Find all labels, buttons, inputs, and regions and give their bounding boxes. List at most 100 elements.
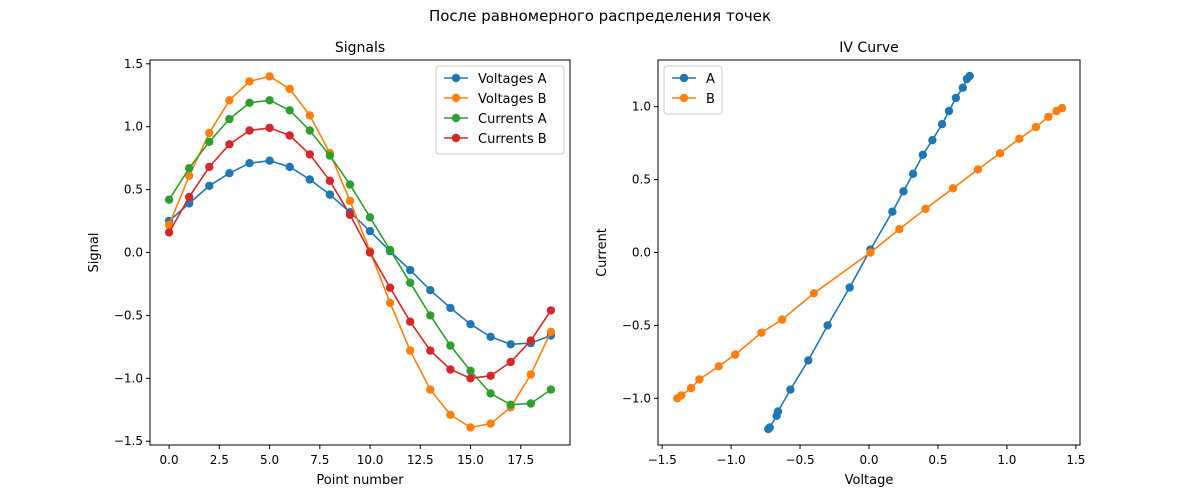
signals-data-point-voltages-a xyxy=(406,265,415,275)
signals-data-point-currents-a xyxy=(305,126,314,135)
signals-y-tick-label: 0.0 xyxy=(124,246,143,260)
signals-data-point-voltages-a xyxy=(265,156,274,165)
signals-series-line-currents-a xyxy=(168,99,552,406)
signals-data-point-voltages-a xyxy=(446,303,455,313)
signals-data-point-voltages-a xyxy=(225,169,234,178)
signals-x-tick-label: 15.0 xyxy=(457,453,484,467)
signals-data-point-voltages-b xyxy=(205,128,214,138)
signals-data-point-currents-a xyxy=(466,366,475,375)
signals-data-point-currents-a xyxy=(506,400,515,409)
signals-data-point-currents-a xyxy=(285,106,294,115)
signals-data-point-currents-a xyxy=(325,151,335,160)
iv-y-tick-label: 0.5 xyxy=(632,173,651,187)
signals-data-point-voltages-a xyxy=(205,181,214,190)
signals-data-point-voltages-b xyxy=(426,385,435,394)
iv-legend: AB xyxy=(663,65,723,115)
iv-data-point-a xyxy=(951,93,961,103)
iv-y-tick-label: 1.0 xyxy=(632,100,651,114)
signals-data-point-voltages-b xyxy=(345,196,355,206)
iv-data-point-a xyxy=(899,187,908,196)
iv-data-point-b xyxy=(686,383,696,393)
signals-data-point-currents-b xyxy=(325,176,335,185)
iv-x-tick-label: −1.5 xyxy=(648,453,677,467)
iv-x-tick-label: 1.0 xyxy=(997,453,1016,467)
iv-chart-title: IV Curve xyxy=(839,40,898,56)
signals-data-point-currents-a xyxy=(426,311,435,320)
iv-data-point-a xyxy=(965,71,974,81)
iv-y-tick-label: −1.0 xyxy=(622,391,651,405)
signals-data-point-currents-a xyxy=(406,278,415,287)
iv-data-point-b xyxy=(777,315,787,324)
iv-data-point-b xyxy=(1044,112,1053,122)
signals-y-tick-label: −1.0 xyxy=(114,371,143,385)
iv-data-point-b xyxy=(1031,122,1041,132)
signals-data-point-currents-b xyxy=(245,126,254,135)
signals-data-point-currents-b xyxy=(446,365,455,374)
signals-data-point-voltages-a xyxy=(365,226,375,236)
signals-data-point-currents-a xyxy=(385,245,395,255)
signals-data-point-voltages-b xyxy=(446,410,455,419)
signals-legend-label-currents-a: Currents A xyxy=(478,112,547,127)
iv-legend-label-a: A xyxy=(706,72,715,87)
iv-legend-label-b: B xyxy=(706,92,715,107)
iv-data-point-a xyxy=(928,136,937,145)
iv-data-point-a xyxy=(888,207,897,216)
signals-data-point-currents-a xyxy=(205,137,214,146)
signals-data-point-voltages-b xyxy=(285,84,294,94)
signals-y-axis-label: Signal xyxy=(87,233,102,273)
iv-data-point-b xyxy=(757,328,766,337)
signals-legend-marker-voltages-a xyxy=(451,73,461,83)
signals-data-point-currents-b xyxy=(185,192,194,202)
iv-data-point-b xyxy=(1057,103,1067,113)
signals-y-tick-label: −0.5 xyxy=(114,308,143,322)
iv-data-point-a xyxy=(773,407,783,416)
signals-data-point-voltages-a xyxy=(426,286,435,295)
signals-data-point-currents-a xyxy=(526,399,535,408)
signals-data-point-currents-a xyxy=(225,114,234,124)
signals-x-tick-label: 5.0 xyxy=(260,453,279,467)
signals-data-point-currents-a xyxy=(245,98,254,108)
signals-data-point-voltages-a xyxy=(466,320,475,329)
signals-legend: Voltages A Voltages B Currents A Currents B xyxy=(435,65,565,155)
signals-data-point-currents-b xyxy=(506,357,515,367)
iv-data-point-a xyxy=(937,120,947,129)
signals-data-point-currents-b xyxy=(406,317,415,326)
signals-chart: 0.0 2.5 5.0 7.5 10.0 12.5 15.0 17.5 −1.5 −1.0 −0.5… xyxy=(87,40,571,488)
signals-data-point-currents-b xyxy=(365,248,375,257)
iv-data-point-a xyxy=(823,321,832,330)
iv-data-point-b xyxy=(714,362,723,371)
signals-data-point-currents-b xyxy=(285,131,294,140)
iv-data-point-b xyxy=(695,375,704,384)
signals-data-point-currents-a xyxy=(185,164,194,173)
iv-y-tick-label: 0.0 xyxy=(632,246,651,260)
iv-data-point-a xyxy=(918,150,927,159)
signals-data-point-voltages-b xyxy=(185,171,194,180)
signals-series-line-currents-b xyxy=(168,127,552,380)
figure-suptitle: После равномерного распределения точек xyxy=(429,7,771,25)
iv-data-point-a xyxy=(944,106,954,116)
iv-data-point-a xyxy=(765,423,774,432)
signals-data-point-currents-b xyxy=(345,210,355,219)
signals-data-point-currents-b xyxy=(164,228,174,237)
signals-data-point-voltages-b xyxy=(486,419,495,428)
signals-data-point-voltages-b xyxy=(164,220,174,229)
signals-chart-title: Signals xyxy=(335,40,385,56)
signals-data-point-voltages-b xyxy=(466,423,475,432)
iv-data-point-b xyxy=(1015,134,1024,143)
signals-data-point-currents-a xyxy=(164,195,174,204)
signals-x-tick-label: 2.5 xyxy=(210,453,229,467)
iv-x-axis-label: Voltage xyxy=(845,473,894,488)
iv-y-tick-label: −0.5 xyxy=(622,318,651,332)
iv-x-tick-label: 0.5 xyxy=(928,453,947,467)
iv-data-point-b xyxy=(973,165,983,174)
signals-data-point-currents-a xyxy=(365,213,375,222)
iv-legend-marker-a xyxy=(679,73,689,83)
signals-series-line-voltages-a xyxy=(168,159,552,346)
signals-data-point-voltages-b xyxy=(406,346,415,355)
signals-x-tick-label: 0.0 xyxy=(160,453,179,467)
signals-y-tick-label: 1.0 xyxy=(124,120,143,134)
signals-data-point-currents-a xyxy=(265,96,274,105)
signals-data-point-voltages-b xyxy=(265,72,274,81)
